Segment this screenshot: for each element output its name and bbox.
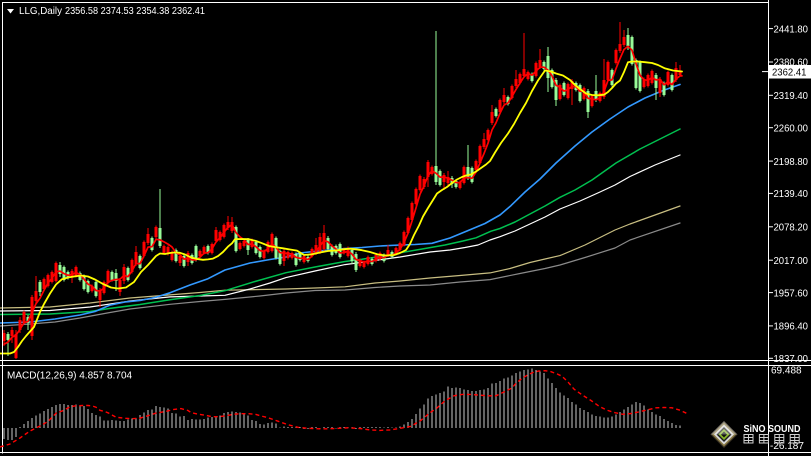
svg-text:1837.00: 1837.00 [774, 354, 809, 365]
svg-text:2139.40: 2139.40 [774, 189, 809, 200]
svg-text:2198.80: 2198.80 [774, 157, 809, 168]
svg-text:2319.40: 2319.40 [774, 91, 809, 102]
svg-text:2380.60: 2380.60 [774, 58, 809, 69]
svg-text:69.488: 69.488 [771, 366, 802, 377]
svg-text:2362.41: 2362.41 [772, 68, 807, 79]
svg-text:2078.20: 2078.20 [774, 223, 809, 234]
svg-text:2017.00: 2017.00 [774, 256, 809, 267]
svg-text:1896.40: 1896.40 [774, 322, 809, 333]
svg-text:MACD(12,26,9) 4.857 8.704: MACD(12,26,9) 4.857 8.704 [7, 371, 133, 382]
svg-text:SiNO SOUND: SiNO SOUND [744, 423, 801, 435]
svg-text:-26.187: -26.187 [770, 441, 804, 452]
svg-text:2260.00: 2260.00 [774, 123, 809, 134]
svg-text:2441.80: 2441.80 [774, 24, 809, 35]
svg-text:LLG,Daily: LLG,Daily [19, 6, 62, 17]
svg-text:1957.60: 1957.60 [774, 288, 809, 299]
svg-text:2356.58 2374.53 2354.38 2362.4: 2356.58 2374.53 2354.38 2362.41 [65, 6, 205, 17]
